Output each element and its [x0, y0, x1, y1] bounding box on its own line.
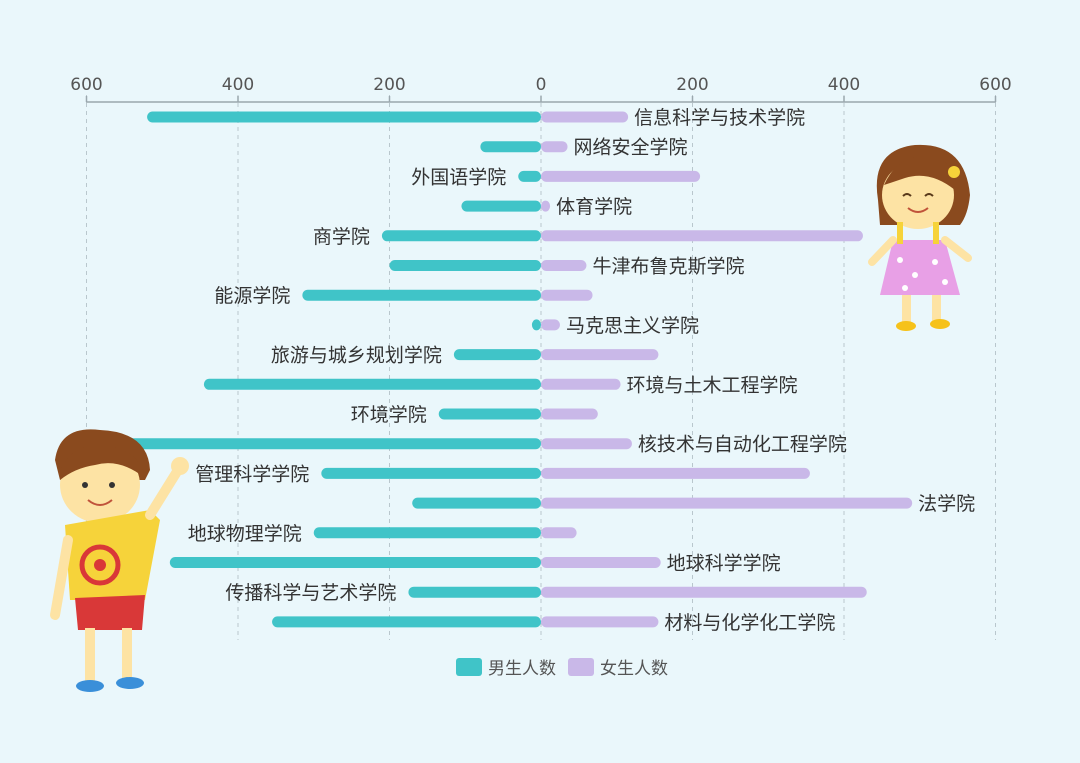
- category-label: 信息科学与技术学院: [634, 107, 805, 129]
- bar-male: [313, 527, 541, 539]
- bar-female: [541, 497, 913, 509]
- x-tick-label: 200: [373, 75, 405, 95]
- x-tick-label: 0: [536, 75, 547, 95]
- legend-swatch-male: [456, 658, 482, 676]
- bar-female: [541, 111, 629, 123]
- bar-female: [541, 616, 659, 628]
- category-label: 传播科学与艺术学院: [225, 582, 396, 604]
- category-label: 旅游与城乡规划学院: [271, 345, 442, 367]
- bar-female: [541, 319, 560, 331]
- bar-female: [541, 200, 551, 212]
- x-tick-label: 600: [70, 75, 102, 95]
- category-label: 材料与化学化工学院: [664, 612, 835, 634]
- x-tick-label: 400: [828, 75, 860, 95]
- category-label: 环境学院: [351, 404, 427, 426]
- boy-illustration: [50, 429, 189, 692]
- category-label: 法学院: [918, 493, 975, 515]
- category-label: 管理科学学院: [195, 463, 309, 485]
- bar-female: [541, 289, 593, 301]
- bar-female: [541, 170, 701, 182]
- bar-female: [541, 557, 661, 568]
- category-label: 马克思主义学院: [566, 315, 699, 337]
- bar-male: [147, 111, 541, 123]
- legend-swatch-female: [568, 658, 594, 676]
- bar-male: [169, 557, 541, 568]
- bar-male: [408, 586, 541, 598]
- bar-male: [438, 408, 541, 420]
- bar-female: [541, 467, 810, 479]
- bar-female: [541, 378, 621, 390]
- category-label: 体育学院: [556, 196, 632, 218]
- bar-female: [541, 586, 867, 598]
- x-tick-label: 600: [979, 75, 1011, 95]
- x-tick-label: 200: [676, 75, 708, 95]
- bars: [86, 111, 913, 628]
- bar-male: [302, 289, 541, 301]
- bar-female: [541, 527, 577, 539]
- bar-female: [541, 438, 632, 450]
- bar-female: [541, 408, 598, 420]
- bar-male: [381, 230, 541, 242]
- legend-label-female: 女生人数: [600, 659, 668, 679]
- bar-male: [203, 378, 541, 390]
- bar-male: [461, 200, 541, 212]
- bar-female: [541, 141, 568, 153]
- bar-female: [541, 349, 659, 361]
- category-label: 地球物理学院: [188, 523, 302, 545]
- bar-male: [518, 170, 541, 182]
- x-tick-label: 400: [222, 75, 254, 95]
- bar-female: [541, 260, 587, 271]
- legend-label-male: 男生人数: [488, 659, 556, 679]
- category-label: 商学院: [313, 226, 370, 248]
- girl-illustration: [868, 144, 972, 331]
- legend: 男生人数 女生人数: [456, 658, 668, 679]
- bar-male: [480, 141, 541, 153]
- x-axis-ticks: 600 400 200 0 200 400 600: [70, 75, 1012, 103]
- grid-lines: [86, 95, 996, 640]
- category-label: 牛津布鲁克斯学院: [592, 256, 744, 278]
- category-label: 核技术与自动化工程学院: [638, 434, 847, 456]
- category-label: 外国语学院: [411, 166, 506, 188]
- bar-female: [541, 230, 863, 242]
- category-label: 网络安全学院: [574, 137, 688, 159]
- category-labels: 信息科学与技术学院网络安全学院外国语学院体育学院商学院牛津布鲁克斯学院能源学院马…: [188, 107, 975, 634]
- bar-male: [531, 319, 541, 331]
- bar-male: [86, 438, 541, 450]
- category-label: 能源学院: [214, 285, 290, 307]
- category-label: 环境与土木工程学院: [627, 374, 798, 396]
- bar-male: [412, 497, 541, 509]
- bar-male: [272, 616, 541, 628]
- bar-male: [321, 467, 541, 479]
- category-label: 地球科学学院: [667, 553, 781, 575]
- bar-male: [453, 349, 541, 361]
- bar-male: [389, 260, 541, 271]
